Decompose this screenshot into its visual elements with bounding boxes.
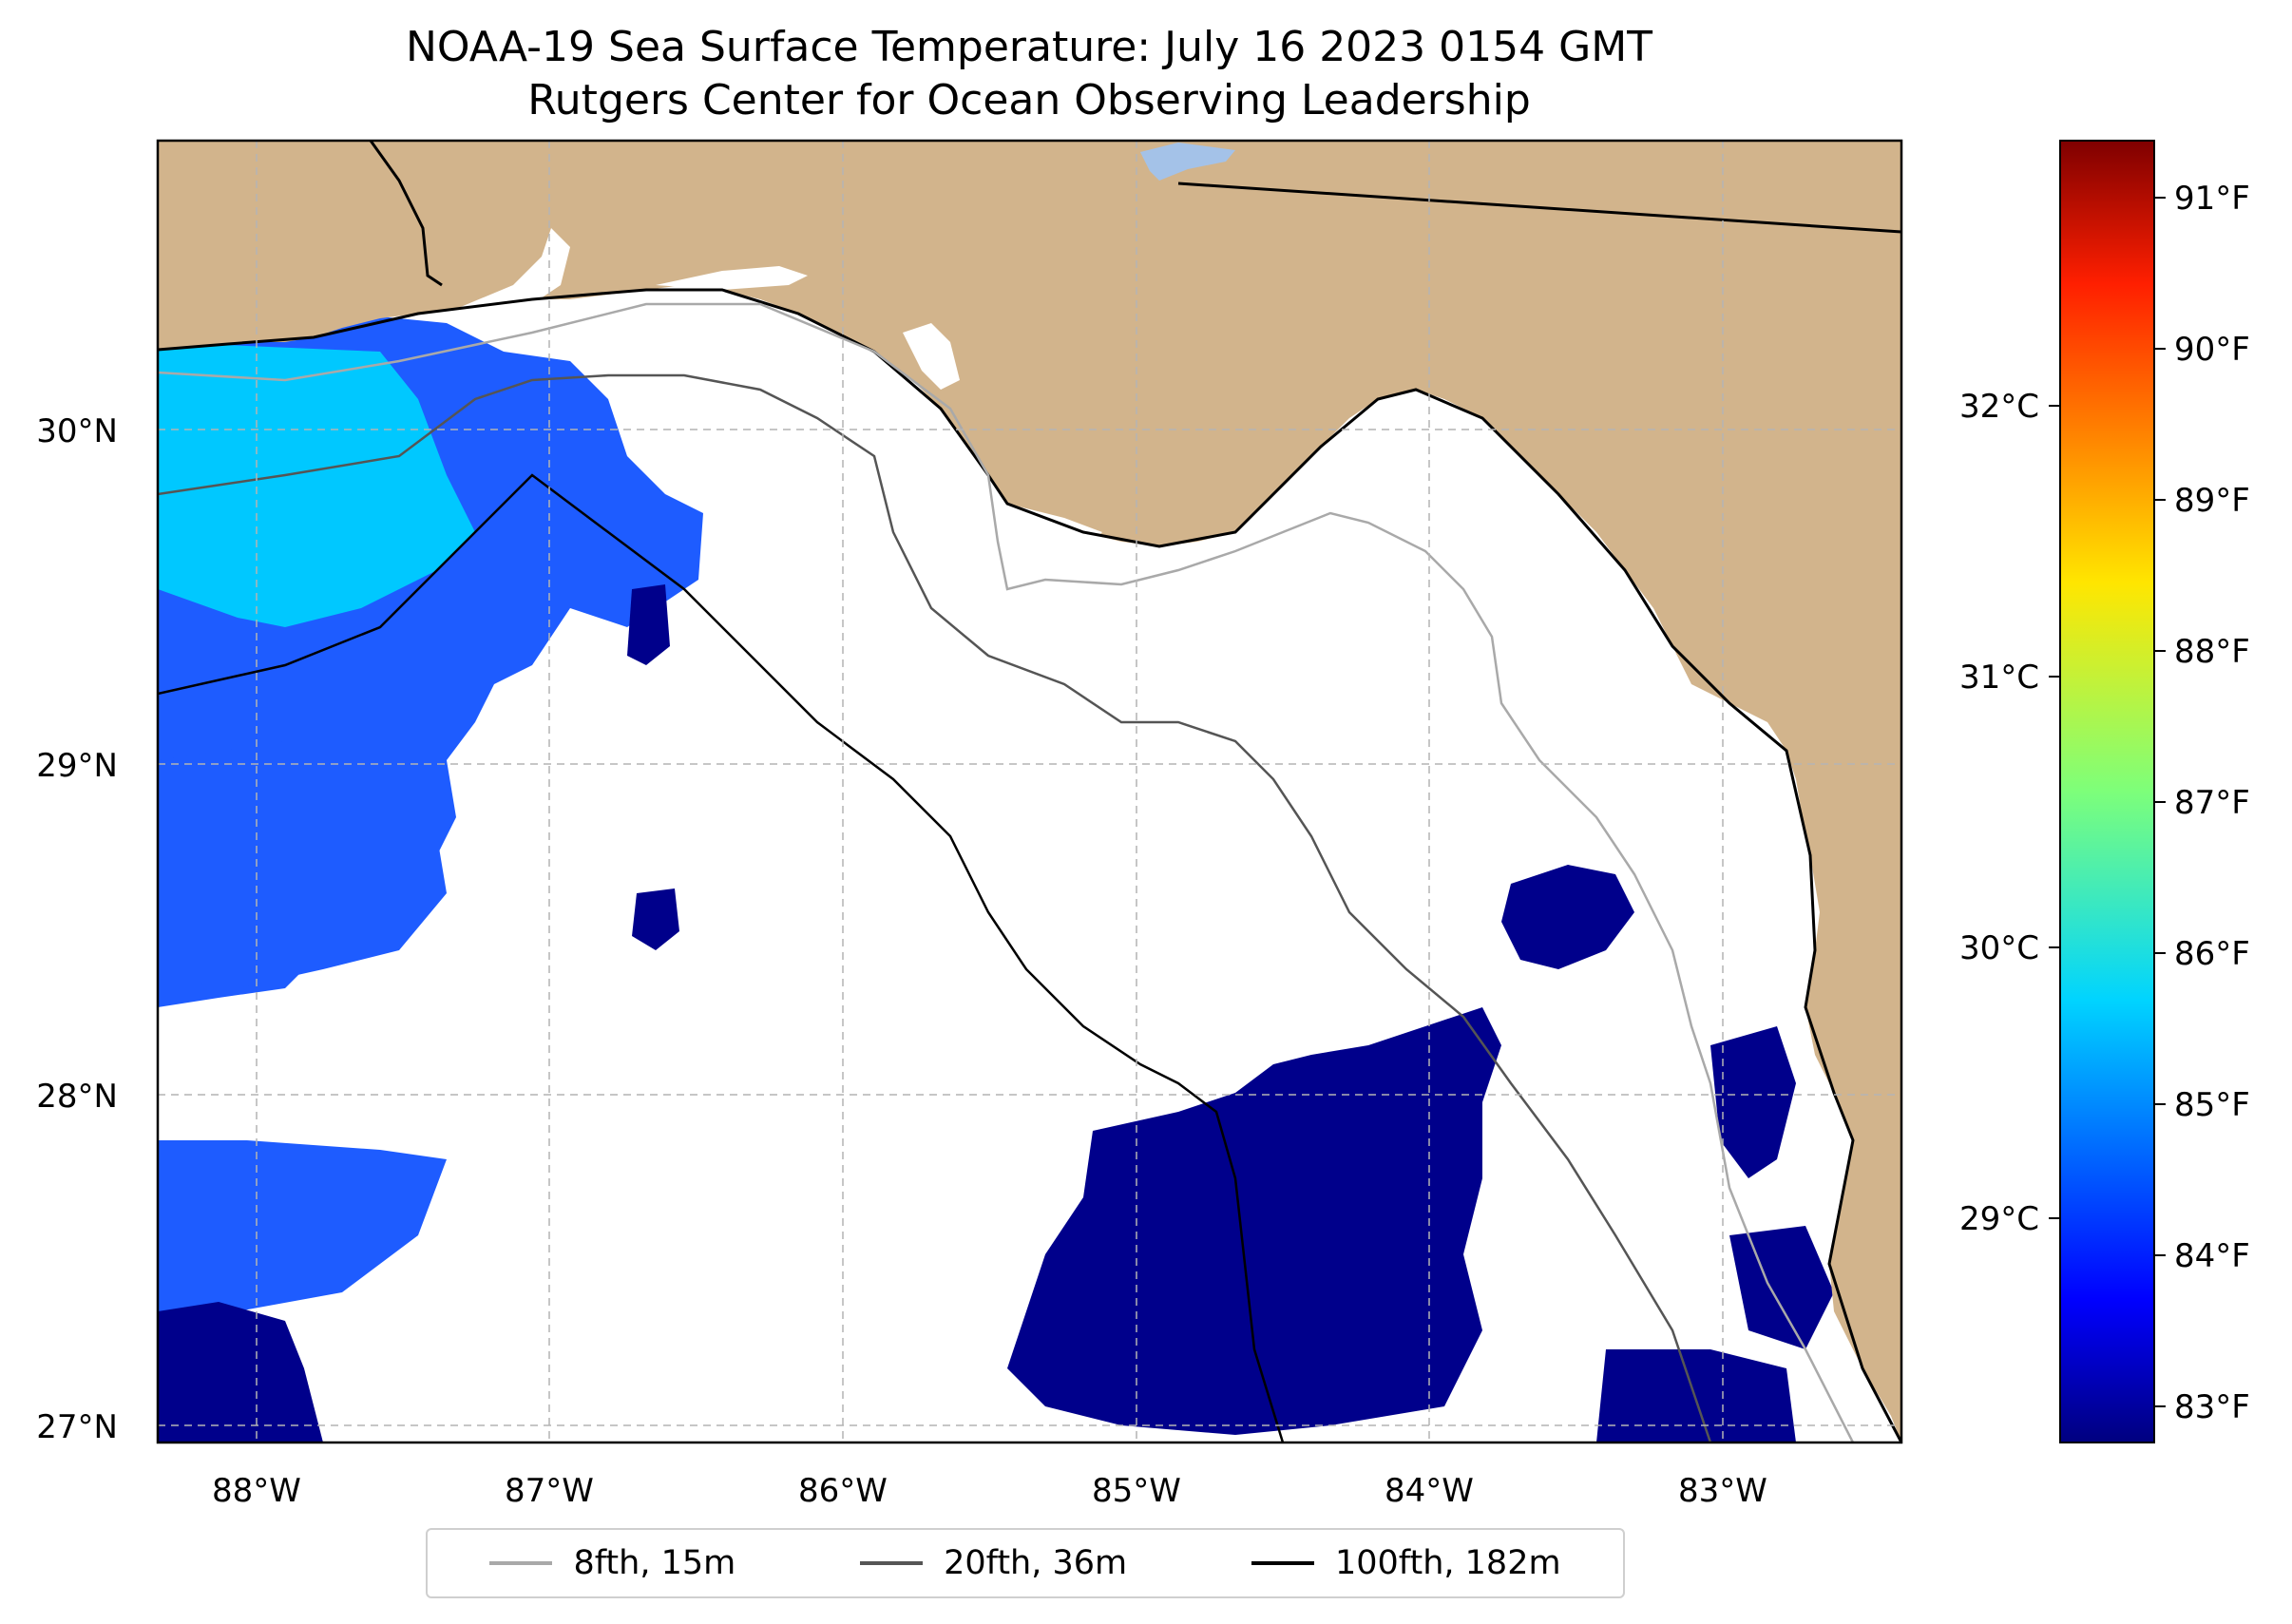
land-northern-coast (158, 141, 1901, 1442)
land-layer (158, 141, 1901, 1442)
lon-label-85: 85°W (1092, 1472, 1181, 1510)
cb-c-29: 29°C (1959, 1200, 2039, 1238)
cb-f-89: 89°F (2174, 482, 2250, 520)
legend-label-8fth: 8fth, 15m (573, 1544, 736, 1582)
sst-west-core-patch (158, 342, 475, 627)
lat-label-30: 30°N (36, 412, 118, 450)
cb-f-86: 86°F (2174, 935, 2250, 973)
contour-100fth (158, 473, 1285, 1442)
cb-f-85: 85°F (2174, 1086, 2250, 1124)
cb-f-88: 88°F (2174, 633, 2250, 671)
lat-label-27: 27°N (36, 1408, 118, 1446)
cb-f-84: 84°F (2174, 1237, 2250, 1275)
latitude-labels: 30°N 29°N 28°N 27°N (36, 412, 118, 1446)
state-border-west (369, 141, 443, 287)
chart-subtitle: Rutgers Center for Ocean Observing Leade… (527, 76, 1531, 124)
sst-west-south-patch (158, 741, 447, 988)
sst-data-layer (158, 181, 1834, 1442)
sst-mid-gulf-spot-2 (627, 584, 670, 665)
map-area (158, 141, 1901, 1442)
sst-east-coast-patch (1501, 865, 1634, 969)
legend-label-100fth: 100fth, 182m (1334, 1544, 1561, 1582)
legend-item-100fth: 100fth, 182m (1251, 1544, 1561, 1582)
lon-label-84: 84°W (1385, 1472, 1474, 1510)
cb-f-83: 83°F (2174, 1388, 2250, 1426)
gridlines (158, 141, 1901, 1442)
colorbar-fahrenheit-ticks (2154, 197, 2166, 1407)
cb-f-91: 91°F (2174, 180, 2250, 218)
cb-f-90: 90°F (2174, 331, 2250, 369)
legend-swatch-20fth (860, 1561, 924, 1565)
contour-8fth (158, 302, 1855, 1442)
colorbar-celsius-ticks (2049, 405, 2060, 1219)
legend-swatch-8fth (489, 1561, 553, 1565)
contour-20fth (158, 373, 1712, 1442)
contour-legend: 8fth, 15m 20fth, 36m 100fth, 182m (426, 1528, 1625, 1598)
lat-label-29: 29°N (36, 747, 118, 785)
inland-lake (1140, 143, 1235, 181)
cb-c-32: 32°C (1959, 388, 2039, 426)
colorbar-fahrenheit-labels: 91°F 90°F 89°F 88°F 87°F 86°F 85°F 84°F … (2174, 180, 2250, 1426)
lon-label-88: 88°W (212, 1472, 301, 1510)
cb-c-31: 31°C (1959, 659, 2039, 697)
legend-item-8fth: 8fth, 15m (489, 1544, 735, 1582)
lon-label-87: 87°W (505, 1472, 594, 1510)
sst-mid-gulf-spot (632, 888, 679, 950)
lat-label-28: 28°N (36, 1078, 118, 1116)
sst-east-center-patch (1007, 1007, 1501, 1435)
sst-far-south-patch (158, 1140, 447, 1321)
sst-southwest-corner-patch (158, 1302, 323, 1442)
state-border (1177, 182, 1901, 234)
lon-label-86: 86°W (798, 1472, 888, 1510)
legend-label-20fth: 20fth, 36m (944, 1544, 1128, 1582)
sst-southeast-strip-patch (1729, 1226, 1834, 1349)
bay-stjoseph (903, 323, 960, 390)
bay-choctawhatchee (656, 266, 808, 290)
cb-c-30: 30°C (1959, 929, 2039, 967)
bay-pensacola (456, 228, 570, 309)
sst-east-coastal-patch (1710, 1026, 1796, 1178)
colorbar-celsius-labels: 32°C 31°C 30°C 29°C (1959, 388, 2039, 1238)
legend-item-20fth: 20fth, 36m (860, 1544, 1127, 1582)
legend-swatch-100fth (1251, 1561, 1314, 1565)
chart-title: NOAA-19 Sea Surface Temperature: July 16… (405, 23, 1653, 71)
longitude-labels: 88°W 87°W 86°W 85°W 84°W 83°W (212, 1472, 1767, 1510)
cb-f-87: 87°F (2174, 784, 2250, 822)
coastline (158, 288, 1901, 1442)
map-frame (156, 139, 1903, 1444)
colorbar (2059, 140, 2155, 1443)
lon-label-83: 83°W (1678, 1472, 1767, 1510)
sst-southeast-corner-patch (1596, 1349, 1796, 1442)
